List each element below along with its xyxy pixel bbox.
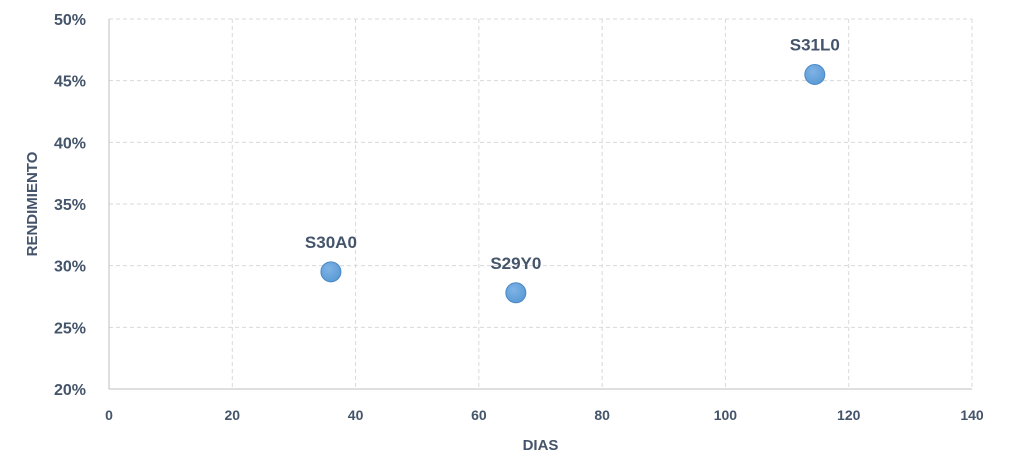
x-tick-label: 80 — [594, 407, 610, 423]
y-tick-label: 30% — [54, 259, 86, 276]
x-tick-label: 40 — [348, 407, 364, 423]
x-tick-label: 120 — [837, 407, 861, 423]
grid-layer — [109, 18, 973, 389]
data-label-s30a0: S30A0 — [305, 233, 357, 252]
axes-layer — [108, 19, 972, 390]
y-tick-label: 35% — [54, 197, 86, 214]
x-tick-label: 20 — [224, 407, 240, 423]
x-tick-label: 0 — [105, 407, 113, 423]
y-tick-label: 25% — [54, 320, 86, 337]
points-layer — [320, 64, 826, 304]
y-tick-label: 20% — [54, 382, 86, 399]
x-tick-label: 140 — [960, 407, 984, 423]
x-tick-label: 100 — [714, 407, 738, 423]
y-tick-label: 45% — [54, 74, 86, 91]
ticks-layer: 20% 25% 30% 35% 40% 45% 50% 0 20 40 60 80 100 120 140 — [54, 12, 984, 423]
y-axis-title: RENDIMIENTO — [24, 151, 41, 256]
x-tick-label: 60 — [471, 407, 487, 423]
data-point-s31l0 — [804, 64, 826, 85]
y-tick-label: 50% — [54, 12, 86, 29]
y-tick-label: 40% — [54, 135, 86, 152]
data-label-s31l0: S31L0 — [790, 36, 840, 55]
labels-layer: S30A0 S29Y0 S31L0 — [305, 36, 840, 273]
data-label-s29y0: S29Y0 — [490, 254, 541, 273]
x-axis-title: DIAS — [523, 437, 559, 454]
data-point-s30a0 — [320, 261, 342, 283]
data-point-s29y0 — [505, 282, 527, 304]
